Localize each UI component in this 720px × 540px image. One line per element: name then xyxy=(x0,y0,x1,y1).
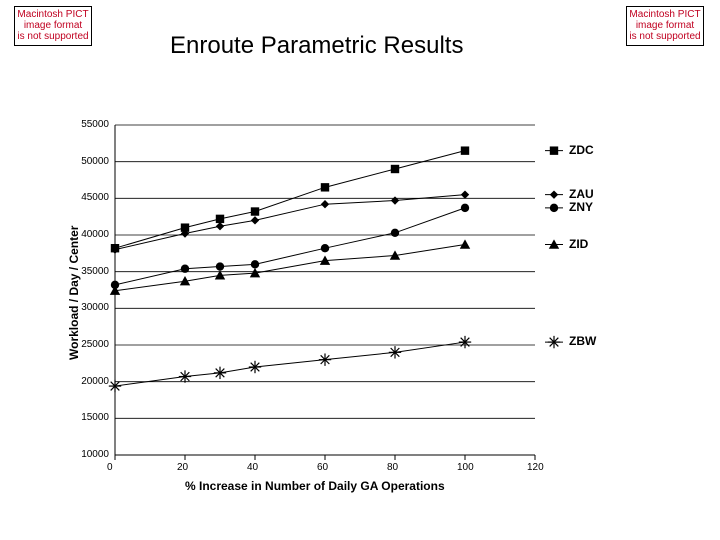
y-tick-label: 50000 xyxy=(81,156,109,167)
x-tick-label: 60 xyxy=(317,462,328,473)
y-tick-label: 40000 xyxy=(81,229,109,240)
x-tick-label: 80 xyxy=(387,462,398,473)
x-tick-label: 0 xyxy=(107,462,113,473)
y-tick-label: 15000 xyxy=(81,412,109,423)
x-tick-label: 40 xyxy=(247,462,258,473)
x-tick-label: 20 xyxy=(177,462,188,473)
y-tick-label: 30000 xyxy=(81,302,109,313)
legend-label-zau: ZAU xyxy=(569,187,594,201)
legend-label-zdc: ZDC xyxy=(569,143,594,157)
y-tick-label: 35000 xyxy=(81,266,109,277)
x-tick-label: 120 xyxy=(527,462,544,473)
legend-label-zny: ZNY xyxy=(569,200,593,214)
line-chart: Workload / Day / Center % Increase in Nu… xyxy=(0,0,720,540)
legend-label-zbw: ZBW xyxy=(569,334,596,348)
x-axis-label: % Increase in Number of Daily GA Operati… xyxy=(185,479,445,493)
y-tick-label: 45000 xyxy=(81,192,109,203)
y-tick-label: 55000 xyxy=(81,119,109,130)
y-tick-label: 10000 xyxy=(81,449,109,460)
y-tick-label: 25000 xyxy=(81,339,109,350)
x-tick-label: 100 xyxy=(457,462,474,473)
legend-label-zid: ZID xyxy=(569,237,588,251)
y-axis-label: Workload / Day / Center xyxy=(67,226,81,360)
y-tick-label: 20000 xyxy=(81,376,109,387)
